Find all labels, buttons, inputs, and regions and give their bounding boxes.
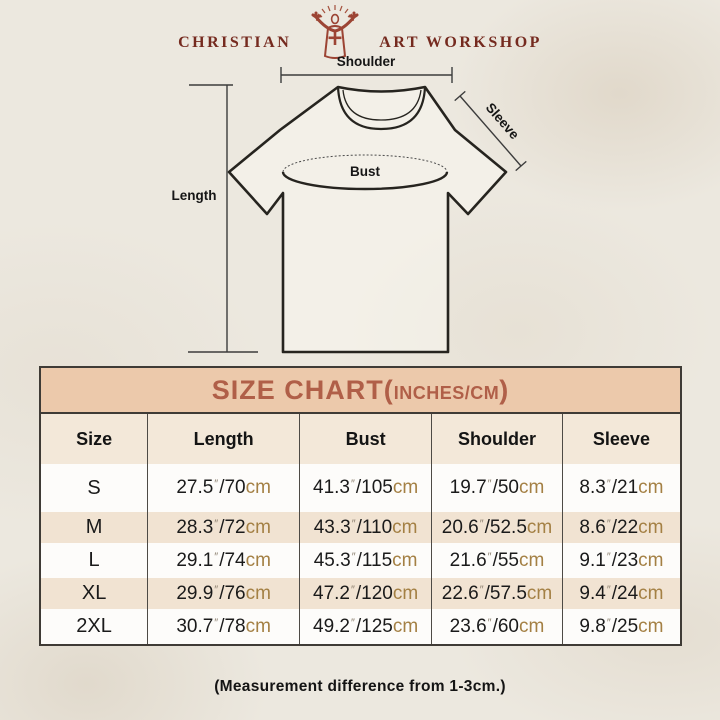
column-header-size: Size xyxy=(40,413,149,464)
size-table-body: S 27.5″/70cm 41.3″/105cm 19.7″/50cm 8.3″/21c… xyxy=(40,464,681,645)
column-header-sleeve: Sleeve xyxy=(562,413,681,464)
table-row: S 27.5″/70cm 41.3″/105cm 19.7″/50cm 8.3″/21c… xyxy=(40,464,681,512)
bust-value: 41.3″/105cm xyxy=(299,464,433,512)
bust-value: 47.2″/120cm xyxy=(299,578,433,609)
size-label: 2XL xyxy=(40,609,149,645)
size-label: XL xyxy=(40,578,149,609)
size-label: S xyxy=(40,464,149,512)
column-header-length: Length xyxy=(147,413,301,464)
size-label: L xyxy=(40,543,149,578)
measurement-note: (Measurement difference from 1-3cm.) xyxy=(214,678,506,695)
brand-header: CHRISTIAN xyxy=(0,4,720,60)
length-diagram-label: Length xyxy=(172,188,217,203)
sleeve-value: 8.3″/21cm xyxy=(562,464,681,512)
shoulder-value: 21.6″/55cm xyxy=(431,543,563,578)
length-value: 28.3″/72cm xyxy=(147,512,301,543)
length-value: 30.7″/78cm xyxy=(147,609,301,645)
column-header-row: Size Length Bust Shoulder Sleeve xyxy=(40,413,681,464)
size-chart-title: SIZE CHART(INCHES/CM) xyxy=(40,367,681,414)
tshirt-measurement-diagram: Shoulder Length Bust Sleeve xyxy=(172,54,527,354)
bust-value: 43.3″/110cm xyxy=(299,512,433,543)
sleeve-diagram-label: Sleeve xyxy=(483,100,523,143)
jesus-logo-icon xyxy=(311,5,359,59)
bust-value: 45.3″/115cm xyxy=(299,543,433,578)
shoulder-value: 23.6″/60cm xyxy=(431,609,563,645)
size-chart-title-row: SIZE CHART(INCHES/CM) xyxy=(40,367,681,414)
shoulder-value: 19.7″/50cm xyxy=(431,464,563,512)
sleeve-value: 9.1″/23cm xyxy=(562,543,681,578)
table-row: XL 29.9″/76cm 47.2″/120cm 22.6″/57.5cm 9.4″/… xyxy=(40,578,681,609)
sleeve-value: 9.8″/25cm xyxy=(562,609,681,645)
table-row: L 29.1″/74cm 45.3″/115cm 21.6″/55cm 9.1″/23c… xyxy=(40,543,681,578)
size-chart-table: SIZE CHART(INCHES/CM) Size Length Bust S… xyxy=(39,366,682,646)
table-row: M 28.3″/72cm 43.3″/110cm 20.6″/52.5cm 8.6″/2… xyxy=(40,512,681,543)
table-row: 2XL 30.7″/78cm 49.2″/125cm 23.6″/60cm 9.8″/2… xyxy=(40,609,681,645)
shoulder-value: 20.6″/52.5cm xyxy=(431,512,563,543)
brand-name-left: CHRISTIAN xyxy=(178,34,292,51)
shoulder-diagram-label: Shoulder xyxy=(337,54,396,69)
brand-name-right: ART WORKSHOP xyxy=(379,34,542,51)
size-label: M xyxy=(40,512,149,543)
length-value: 27.5″/70cm xyxy=(147,464,301,512)
bust-value: 49.2″/125cm xyxy=(299,609,433,645)
shoulder-value: 22.6″/57.5cm xyxy=(431,578,563,609)
length-value: 29.9″/76cm xyxy=(147,578,301,609)
measurement-lines xyxy=(188,67,527,353)
bust-diagram-label: Bust xyxy=(350,164,381,179)
sleeve-value: 9.4″/24cm xyxy=(562,578,681,609)
bust-ellipse xyxy=(281,154,449,191)
sleeve-value: 8.6″/22cm xyxy=(562,512,681,543)
length-value: 29.1″/74cm xyxy=(147,543,301,578)
column-header-shoulder: Shoulder xyxy=(431,413,563,464)
column-header-bust: Bust xyxy=(299,413,433,464)
collar-lines xyxy=(336,86,427,131)
